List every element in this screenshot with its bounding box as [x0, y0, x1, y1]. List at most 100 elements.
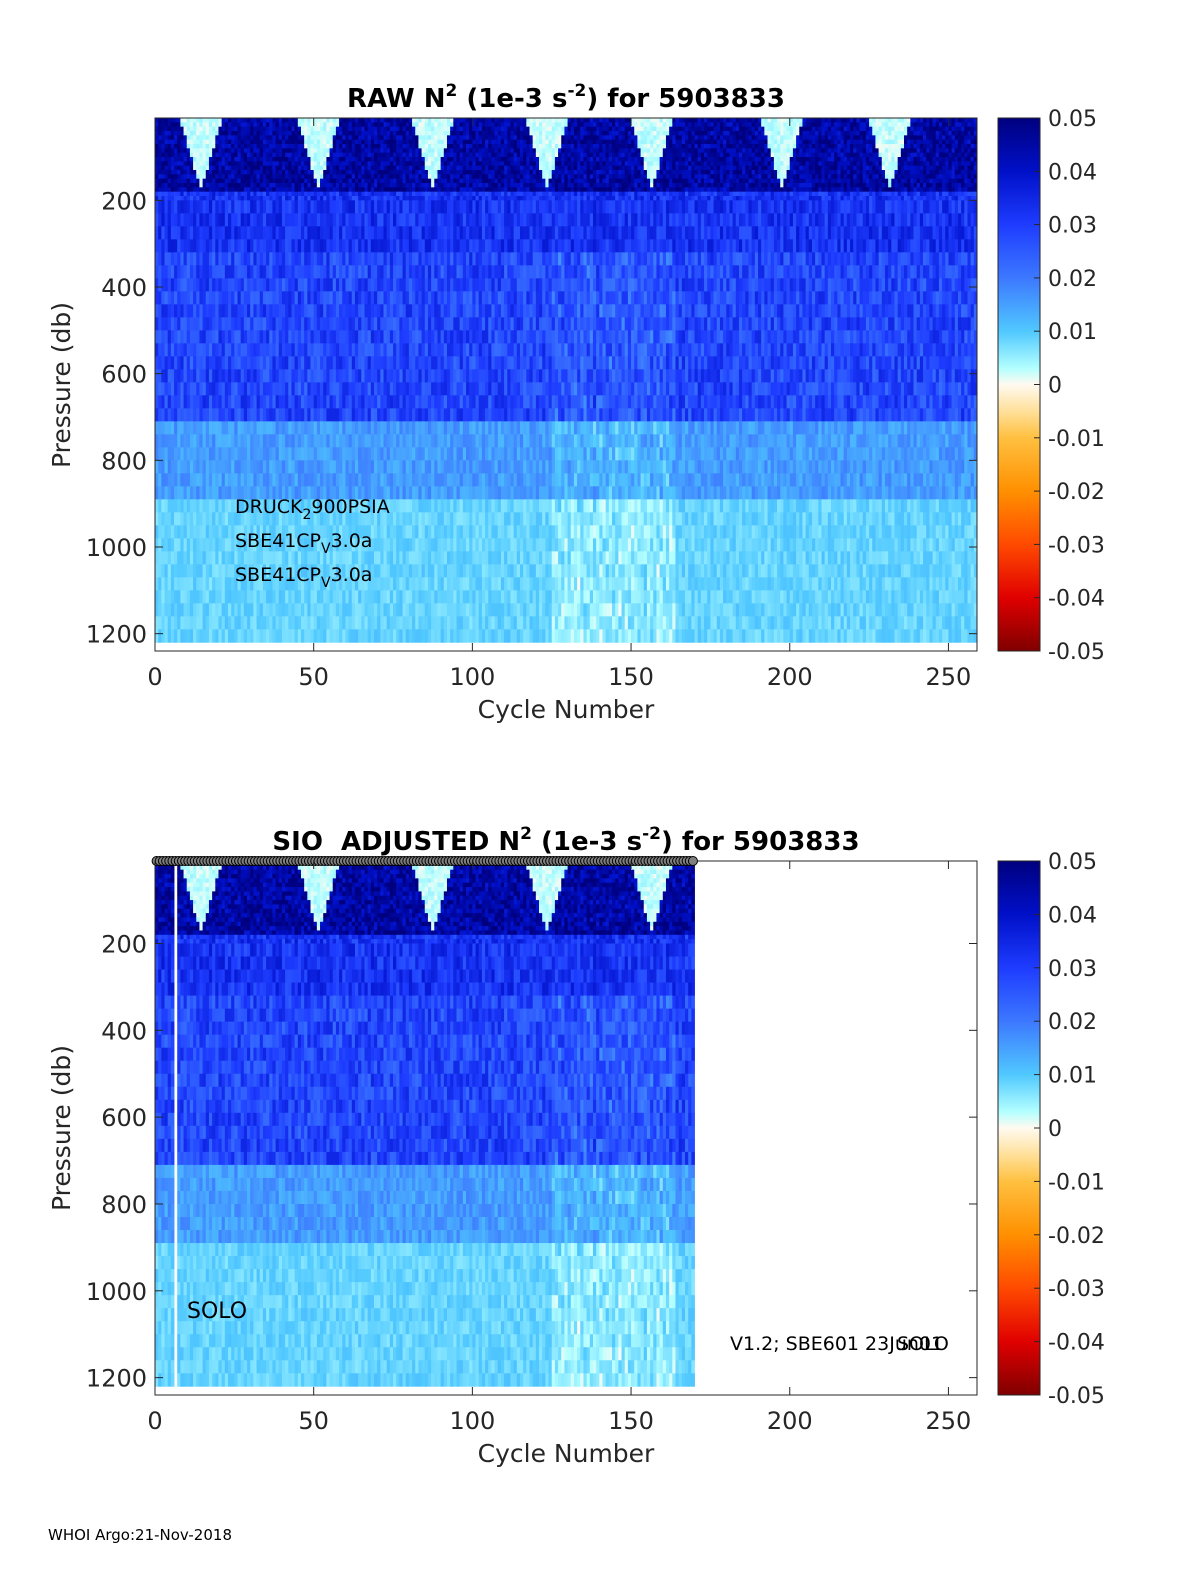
heat-cell: [174, 226, 178, 239]
heat-cell: [218, 343, 222, 356]
heat-cell: [244, 447, 248, 460]
heat-cell: [215, 434, 219, 447]
heat-cell: [190, 525, 194, 538]
heat-cell: [155, 447, 159, 460]
heat-cell: [209, 395, 213, 408]
heat-cell: [196, 174, 200, 179]
heat-cell: [231, 265, 235, 278]
heat-cell: [244, 603, 248, 616]
heat-cell: [190, 538, 194, 551]
heat-cell: [196, 118, 200, 123]
heat-cell: [269, 265, 273, 278]
heat-cell: [174, 408, 178, 421]
heat-cell: [177, 192, 181, 197]
heat-cell: [241, 148, 245, 153]
heat-cell: [180, 382, 184, 395]
heat-cell: [199, 226, 203, 239]
heat-cell: [266, 616, 270, 629]
heat-cell: [155, 473, 159, 486]
heat-cell: [260, 590, 264, 603]
heat-cell: [199, 447, 203, 460]
heat-cell: [234, 265, 238, 278]
heat-cell: [209, 122, 213, 127]
heat-cell: [203, 131, 207, 136]
heat-cell: [206, 179, 210, 184]
heat-cell: [257, 291, 261, 304]
heat-cell: [234, 616, 238, 629]
heat-cell: [184, 213, 188, 226]
heat-cell: [238, 153, 242, 158]
heat-cell: [225, 434, 229, 447]
heat-cell: [155, 127, 159, 132]
heat-cell: [263, 590, 267, 603]
heat-cell: [263, 140, 267, 145]
heat-cell: [222, 330, 226, 343]
heat-cell: [161, 265, 165, 278]
heat-cell: [260, 200, 264, 213]
heat-cell: [158, 144, 162, 149]
heat-cell: [196, 157, 200, 162]
heat-cell: [187, 577, 191, 590]
heat-cell: [228, 291, 232, 304]
heat-cell: [206, 317, 210, 330]
heat-cell: [206, 183, 210, 188]
heat-cell: [184, 239, 188, 252]
heat-cell: [250, 395, 254, 408]
heat-cell: [257, 161, 261, 166]
heat-cell: [177, 382, 181, 395]
heat-cell: [168, 183, 172, 188]
heat-cell: [228, 278, 232, 291]
heat-cell: [161, 447, 165, 460]
heat-cell: [155, 166, 159, 171]
heat-cell: [253, 551, 257, 564]
heat-cell: [238, 192, 242, 197]
heat-cell: [209, 382, 213, 395]
heat-cell: [234, 629, 238, 642]
heat-cell: [177, 239, 181, 252]
heat-cell: [222, 499, 226, 512]
heat-cell: [161, 118, 165, 123]
heat-cell: [171, 304, 175, 317]
heat-cell: [209, 317, 213, 330]
heat-cell: [180, 192, 184, 197]
heat-cell: [222, 486, 226, 499]
heat-cell: [253, 166, 257, 171]
heat-cell: [206, 304, 210, 317]
heat-cell: [158, 140, 162, 145]
heat-cell: [196, 187, 200, 192]
heat-cell: [269, 226, 273, 239]
heat-cell: [253, 629, 257, 642]
heat-cell: [234, 140, 238, 145]
heat-cell: [161, 629, 165, 642]
heat-cell: [196, 525, 200, 538]
heat-cell: [257, 166, 261, 171]
heat-cell: [177, 166, 181, 171]
heat-cell: [247, 187, 251, 192]
heat-cell: [247, 157, 251, 162]
heat-cell: [218, 590, 222, 603]
heat-cell: [212, 291, 216, 304]
heat-cell: [247, 317, 251, 330]
heat-cell: [180, 148, 184, 153]
heat-cell: [222, 512, 226, 525]
heat-cell: [196, 122, 200, 127]
heat-cell: [158, 278, 162, 291]
heat-cell: [199, 603, 203, 616]
heat-cell: [158, 174, 162, 179]
heat-cell: [231, 183, 235, 188]
heat-cell: [209, 590, 213, 603]
heat-cell: [247, 166, 251, 171]
heat-cell: [187, 118, 191, 123]
heat-cell: [190, 577, 194, 590]
heat-cell: [165, 166, 169, 171]
heat-cell: [222, 144, 226, 149]
heat-cell: [218, 278, 222, 291]
heat-cell: [238, 140, 242, 145]
heat-cell: [215, 473, 219, 486]
heat-cell: [193, 252, 197, 265]
heat-cell: [212, 551, 216, 564]
heat-cell: [244, 278, 248, 291]
heat-cell: [244, 213, 248, 226]
heat-cell: [209, 603, 213, 616]
heat-cell: [174, 127, 178, 132]
